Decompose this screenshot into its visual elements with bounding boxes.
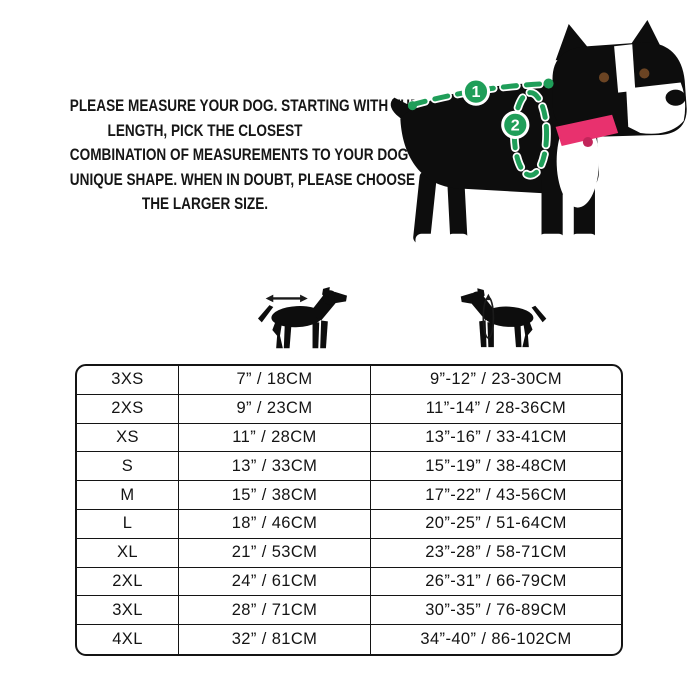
instructions-line: UNIQUE SHAPE. WHEN IN DOUBT, PLEASE CHOO… (69, 169, 416, 189)
length-cell: 24” / 61CM (179, 567, 371, 596)
instructions-line: LENGTH, PICK THE CLOSEST (107, 120, 303, 140)
size-cell: 4XL (77, 625, 179, 654)
instructions-line: COMBINATION OF MEASUREMENTS TO YOUR DOG’… (69, 145, 422, 164)
size-cell: M (77, 481, 179, 509)
girth-cell: 11”-14” / 28-36CM (425, 399, 567, 418)
girth-loop (482, 293, 495, 339)
table-row: 2XS 9” / 23CM 11”-14” / 28-36CM (77, 394, 621, 424)
table-row: XL 21” / 53CM 23”-28” / 58-71CM (77, 538, 621, 568)
marker-1-number: 1 (471, 83, 480, 101)
length-cell: 28” / 71CM (179, 596, 371, 625)
instructions-line: PLEASE MEASURE YOUR DOG. STARTING WITH T… (69, 96, 420, 115)
length-cell: 9” / 23CM (179, 394, 371, 423)
girth-cell: 15”-19” / 38-48CM (425, 456, 567, 475)
table-row: 3XS 7” / 18CM 9”-12” / 23-30CM (77, 366, 621, 395)
dog-length-arrow-icon (254, 286, 350, 353)
size-cell: 3XL (77, 596, 179, 625)
instructions-line: THE LARGER SIZE. (141, 194, 269, 213)
boston-terrier-illustration: 1 2 (390, 20, 687, 248)
size-table: 3XS 7” / 18CM 9”-12” / 23-30CM 2XS 9” / … (75, 364, 623, 656)
marker-2-number: 2 (511, 116, 520, 134)
table-row: M 15” / 38CM 17”-22” / 43-56CM (77, 481, 621, 510)
girth-cell: 30”-35” / 76-89CM (425, 600, 567, 619)
girth-cell: 23”-28” / 58-71CM (425, 543, 567, 562)
size-cell: 3XS (77, 366, 179, 394)
girth-cell: 13”-16” / 33-41CM (425, 427, 567, 446)
size-cell: XS (77, 423, 179, 452)
length-arrow (265, 294, 308, 303)
table-row: 3XL 28” / 71CM 30”-35” / 76-89CM (77, 596, 621, 626)
girth-cell: 26”-31” / 66-79CM (425, 571, 567, 590)
table-row: XS 11” / 28CM 13”-16” / 33-41CM (77, 423, 621, 453)
size-cell: 2XS (77, 394, 179, 423)
table-row: 4XL 32” / 81CM 34”-40” / 86-102CM (77, 625, 621, 654)
dog-girth-loop-icon (458, 286, 550, 353)
measuring-instructions: PLEASE MEASURE YOUR DOG. STARTING WITH T… (36, 94, 422, 217)
size-cell: L (77, 509, 179, 538)
girth-cell: 20”-25” / 51-64CM (425, 514, 567, 533)
size-cell: S (77, 452, 179, 481)
measurement-marker-2: 2 (501, 110, 530, 139)
length-cell: 13” / 33CM (179, 452, 371, 481)
length-cell: 15” / 38CM (179, 481, 371, 509)
table-row: S 13” / 33CM 15”-19” / 38-48CM (77, 452, 621, 482)
table-row: L 18” / 46CM 20”-25” / 51-64CM (77, 509, 621, 539)
girth-cell: 17”-22” / 43-56CM (425, 485, 567, 504)
girth-cell: 34”-40” / 86-102CM (420, 630, 572, 649)
length-cell: 18” / 46CM (179, 509, 371, 538)
dog-collar (555, 114, 619, 148)
girth-cell: 9”-12” / 23-30CM (429, 370, 563, 389)
table-row: 2XL 24” / 61CM 26”-31” / 66-79CM (77, 567, 621, 597)
length-cell: 32” / 81CM (179, 625, 371, 654)
measurement-marker-1: 1 (461, 77, 491, 106)
length-cell: 11” / 28CM (179, 423, 371, 452)
length-cell: 7” / 18CM (179, 366, 371, 394)
dog-measurement-photo: 1 2 (386, 20, 694, 260)
size-cell: 2XL (77, 567, 179, 596)
size-cell: XL (77, 538, 179, 567)
length-cell: 21” / 53CM (179, 538, 371, 567)
